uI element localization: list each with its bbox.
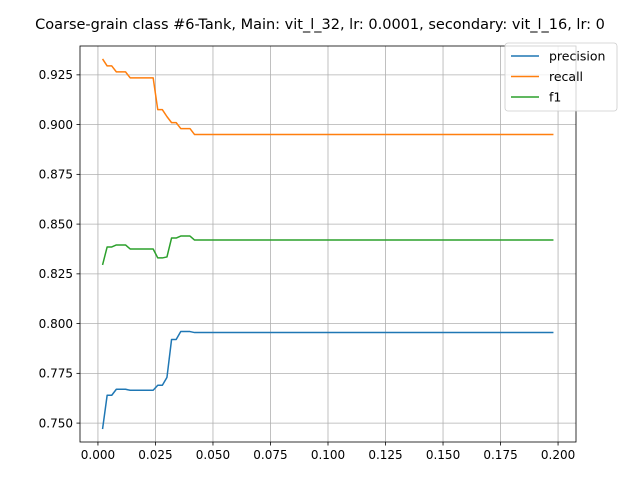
x-tick-label: 0.075 [253,448,287,462]
x-tick-label: 0.200 [541,448,575,462]
y-tick-label: 0.900 [39,118,73,132]
x-tick-label: 0.125 [368,448,402,462]
y-tick-label: 0.800 [39,317,73,331]
series-lines [101,58,554,430]
legend-label: f1 [549,90,561,105]
x-tick-label: 0.025 [138,448,172,462]
x-tick-label: 0.100 [311,448,345,462]
legend: precision recall f1 [504,42,618,112]
legend-box [504,42,618,112]
legend-label: precision [549,49,605,64]
chart-title: Coarse-grain class #6-Tank, Main: vit_l_… [35,17,605,33]
x-tick-label: 0.000 [81,448,115,462]
x-tick-label: 0.175 [483,448,517,462]
y-tick-label: 0.875 [39,168,73,182]
series-line-recall [101,58,554,136]
x-tick-label: 0.150 [426,448,460,462]
y-tick-label: 0.925 [39,68,73,82]
legend-label: recall [549,69,583,84]
x-tick-label: 0.050 [196,448,230,462]
y-tick-label: 0.825 [39,267,73,281]
series-line-precision [101,330,554,430]
y-tick-label: 0.775 [39,367,73,381]
y-tick-label: 0.750 [39,416,73,430]
series-line-f1 [101,235,554,266]
y-tick-label: 0.850 [39,217,73,231]
grid [80,46,576,442]
axis-ticks: 0.000 0.025 0.050 0.075 0.100 0.125 0.150 0.175… [39,68,576,462]
